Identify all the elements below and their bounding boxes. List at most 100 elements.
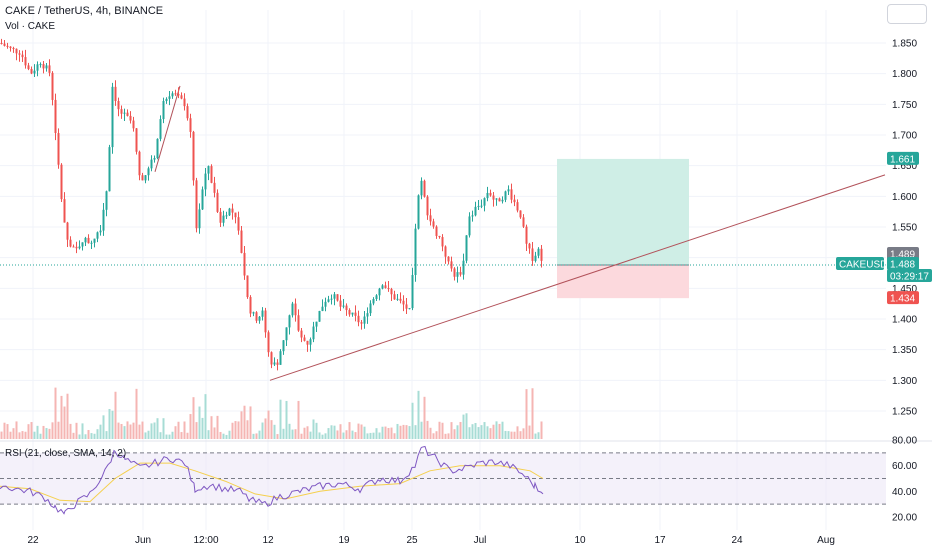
volume-bar	[342, 432, 345, 439]
volume-bar	[330, 425, 333, 439]
candle-body	[186, 106, 189, 119]
candle-body	[279, 351, 282, 365]
candle-body	[54, 99, 57, 134]
candle-body	[129, 115, 132, 121]
volume-bar	[237, 421, 240, 439]
volume-bar	[9, 431, 12, 439]
volume-bar	[513, 431, 516, 439]
volume-bar	[267, 410, 270, 439]
candle-body	[219, 211, 222, 223]
volume-bar	[249, 406, 252, 439]
candle-body	[516, 202, 519, 211]
candle-body	[78, 246, 81, 249]
volume-bar	[459, 421, 462, 439]
candle-body	[81, 242, 84, 247]
volume-bar	[72, 432, 75, 439]
volume-bar	[114, 391, 117, 439]
candle-body	[36, 64, 39, 71]
volume-bar	[309, 431, 312, 439]
volume-bar	[381, 426, 384, 439]
candle-body	[72, 246, 75, 248]
volume-bar	[366, 433, 369, 439]
volume-bar	[405, 425, 408, 439]
short-trend-line[interactable]	[154, 85, 181, 172]
stop-price-badge-text: 1.434	[890, 294, 915, 305]
volume-bar	[12, 428, 15, 439]
candle-body	[30, 69, 33, 74]
profit-zone[interactable]	[557, 158, 689, 266]
volume-bar	[75, 422, 78, 439]
volume-bar	[510, 431, 513, 439]
volume-bar	[348, 422, 351, 439]
candle-body	[354, 312, 357, 316]
price-tick-label: 1.650	[892, 161, 917, 172]
volume-bar	[540, 421, 543, 439]
candle-body	[537, 248, 540, 256]
candle-body	[534, 255, 537, 261]
volume-bar	[453, 429, 456, 439]
candle-body	[480, 205, 483, 207]
countdown-badge: 03:29:17	[887, 269, 932, 283]
volume-bar	[447, 433, 450, 439]
candle-body	[117, 100, 120, 110]
volume-legend[interactable]: Vol · CAKE	[5, 21, 56, 32]
stop-price-badge-bg	[887, 291, 919, 305]
candle-body	[363, 316, 366, 324]
volume-bar	[402, 424, 405, 439]
candle-body	[507, 189, 510, 192]
volume-bar	[6, 424, 9, 439]
candle-body	[312, 326, 315, 340]
candle-body	[246, 275, 249, 298]
trend-line[interactable]	[0, 85, 886, 381]
candle-body	[180, 95, 183, 99]
candle-body	[213, 182, 216, 193]
rsi-tick-label: 60.00	[892, 461, 917, 472]
candle-body	[321, 306, 324, 311]
volume-bar	[246, 420, 249, 439]
volume-bar	[21, 431, 24, 439]
volume-bar	[456, 425, 459, 439]
candle-body	[24, 57, 27, 66]
long-position-tool[interactable]	[557, 158, 689, 299]
volume-bar	[435, 431, 438, 439]
candle-body	[75, 246, 78, 249]
candle-body	[471, 215, 474, 217]
candle-body	[222, 215, 225, 223]
volume-bar	[522, 428, 525, 439]
candle-body	[303, 337, 306, 341]
candle-body	[426, 196, 429, 216]
candle-body	[141, 175, 144, 181]
support-trend-line[interactable]	[269, 174, 886, 381]
volume-bar	[465, 413, 468, 439]
candle-body	[330, 298, 333, 300]
candle-body	[339, 300, 342, 307]
volume-bar	[42, 425, 45, 439]
time-tick-label: 22	[27, 535, 39, 546]
candle-body	[402, 300, 405, 305]
candle-body	[51, 72, 54, 100]
volume-bar	[363, 426, 366, 439]
candle-body	[486, 192, 489, 199]
candle-body	[327, 299, 330, 302]
candle-body	[165, 98, 168, 102]
volume-bar	[420, 421, 423, 439]
candle-body	[450, 261, 453, 269]
rsi-legend[interactable]: RSI (21, close, SMA, 14, 2)	[5, 448, 127, 459]
countdown-badge-bg	[887, 269, 932, 282]
symbol-title[interactable]: CAKE / TetherUS, 4h, BINANCE	[5, 5, 164, 17]
candle-body	[132, 120, 135, 129]
volume-bar	[15, 421, 18, 439]
volume-bar	[24, 431, 27, 439]
candle-body	[519, 210, 522, 218]
candle-body	[255, 312, 258, 321]
volume-bar	[525, 389, 528, 439]
candle-body	[420, 180, 423, 196]
volume-bar	[306, 426, 309, 439]
chart-settings-button[interactable]	[887, 4, 927, 24]
candle-body	[465, 235, 468, 261]
loss-zone[interactable]	[557, 265, 689, 299]
candle-body	[474, 206, 477, 216]
candle-body	[270, 352, 273, 365]
volume-bar	[390, 427, 393, 439]
